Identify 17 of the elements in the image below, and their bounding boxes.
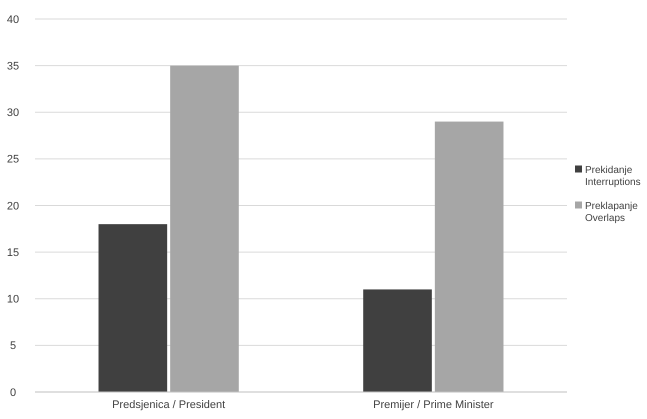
bar <box>434 122 504 392</box>
y-tick-label: 30 <box>6 107 20 120</box>
y-tick-label: 10 <box>6 294 20 306</box>
bar <box>170 66 239 392</box>
y-tick-label: 35 <box>6 60 20 72</box>
legend-label: Prekidanje Interruptions <box>585 165 641 188</box>
y-tick-label: 25 <box>6 154 20 166</box>
y-tick-label: 5 <box>10 340 16 352</box>
x-tick-label: Predsjenica / President <box>112 399 226 411</box>
x-tick-label: Premijer / Prime Minister <box>373 399 494 411</box>
y-tick-label: 0 <box>10 386 16 399</box>
legend-label: Preklapanje Overlaps <box>585 201 638 224</box>
bar <box>98 224 168 392</box>
bar <box>363 289 432 392</box>
y-tick-label: 15 <box>6 246 20 259</box>
y-tick-label: 40 <box>6 14 20 26</box>
y-tick-label: 20 <box>6 200 20 212</box>
